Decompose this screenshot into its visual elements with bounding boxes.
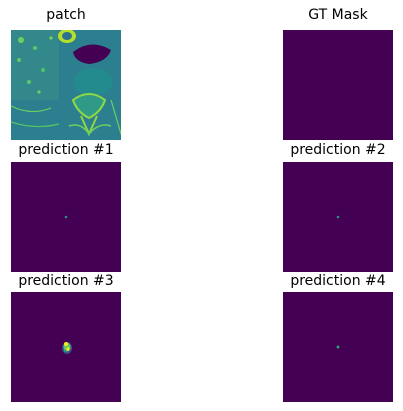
prediction-2-dot (336, 215, 340, 219)
prediction-2-image (283, 162, 393, 272)
panel-title-prediction-1: prediction #1 (18, 142, 114, 158)
patch-image (11, 30, 121, 140)
prediction-4-dot (336, 345, 340, 349)
panel-title-prediction-2: prediction #2 (290, 142, 386, 158)
panel-title-prediction-4: prediction #4 (290, 273, 386, 289)
gt-mask-image (283, 30, 393, 140)
prediction-1-image (11, 162, 121, 272)
prediction-2-svg (283, 162, 393, 272)
prediction-1-dot (64, 215, 68, 219)
prediction-3-blob (62, 342, 72, 354)
patch-image-svg (11, 30, 121, 140)
panel-title-prediction-3: prediction #3 (18, 273, 114, 289)
prediction-4-image (283, 292, 393, 402)
panel-title-gt-mask: GT Mask (308, 7, 368, 23)
prediction-3-svg (11, 292, 121, 402)
prediction-4-svg (283, 292, 393, 402)
prediction-3-image (11, 292, 121, 402)
prediction-1-svg (11, 162, 121, 272)
panel-title-patch: patch (46, 7, 86, 23)
